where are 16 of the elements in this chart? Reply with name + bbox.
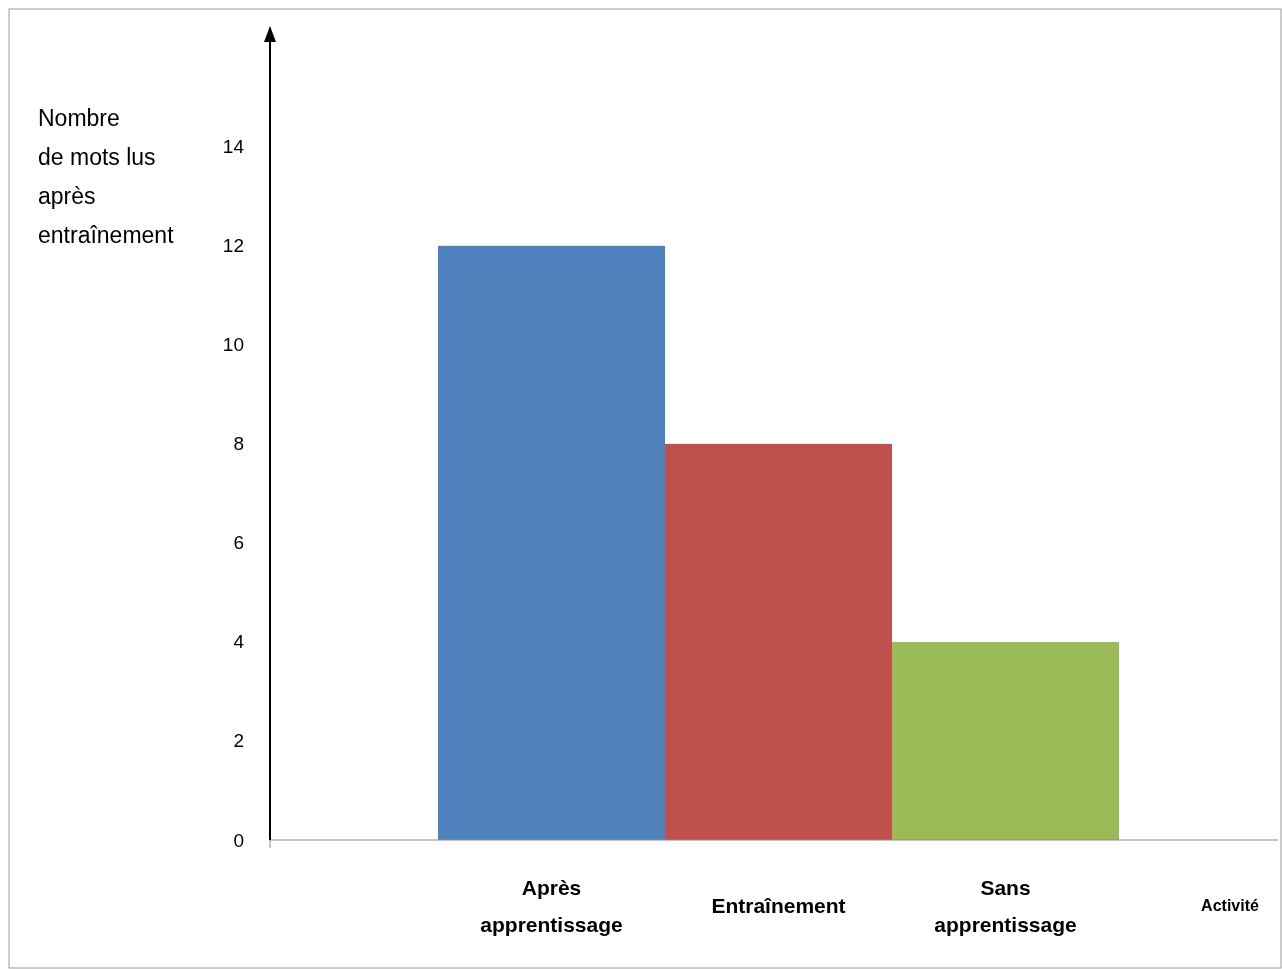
- y-tick-label: 8: [233, 433, 244, 455]
- x-axis-title: Activité: [1201, 896, 1259, 914]
- bar: [438, 245, 665, 840]
- bar: [892, 641, 1119, 840]
- y-tick-label: 14: [222, 136, 245, 158]
- x-tick-label: Entraînement: [711, 893, 846, 917]
- bar: [665, 443, 892, 840]
- y-tick-label: 0: [233, 829, 244, 851]
- y-tick-label: 6: [233, 532, 244, 554]
- y-tick-label: 4: [233, 631, 245, 653]
- y-tick-label: 10: [222, 334, 244, 356]
- y-tick-label: 12: [222, 235, 244, 257]
- x-tick-label: Après apprentissage: [480, 875, 623, 935]
- y-axis-title: Nombre de mots lus après entraînement: [38, 105, 175, 248]
- y-tick-label: 2: [233, 730, 244, 752]
- x-tick-label: Sans apprentissage: [934, 875, 1077, 935]
